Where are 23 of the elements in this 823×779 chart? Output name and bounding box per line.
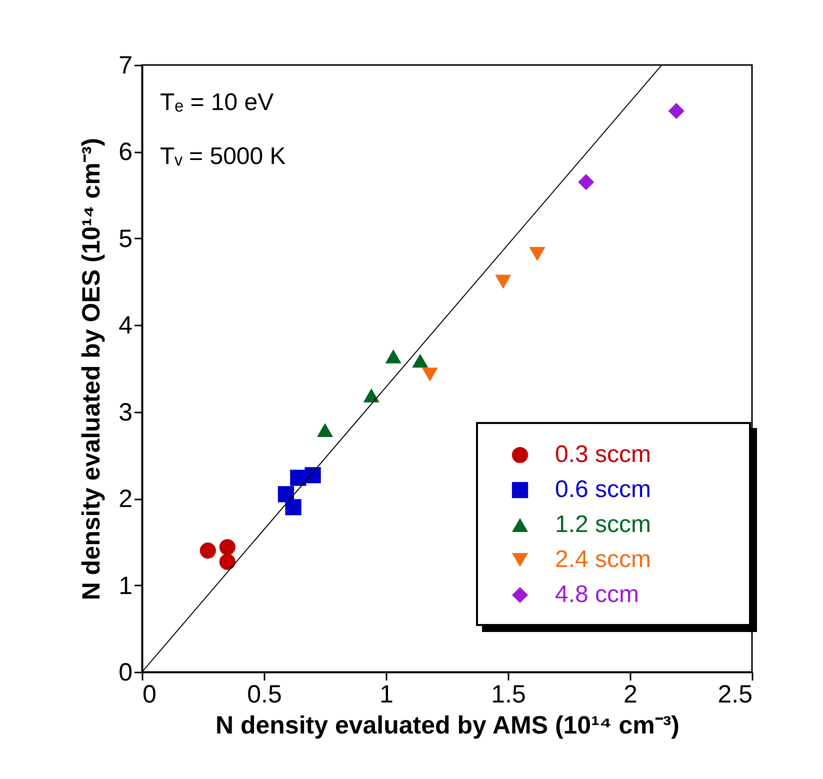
x-tick-label: 0: [142, 680, 156, 708]
x-tick-label: 2: [624, 680, 638, 708]
x-tick-label: 2.5: [718, 680, 752, 708]
legend-label: 1.2 sccm: [555, 511, 652, 538]
legend-label: 4.8 ccm: [555, 581, 640, 608]
legend-label: 0.6 sccm: [555, 476, 652, 503]
x-tick-label: 0.5: [247, 680, 282, 708]
legend-label: 2.4 sccm: [555, 546, 652, 573]
y-tick-label: 7: [118, 52, 132, 80]
y-axis-title: N density evaluated by OES (10¹⁴ cm⁻³): [78, 138, 106, 600]
x-tick-label: 1.5: [491, 680, 526, 708]
y-tick-label: 1: [118, 572, 132, 600]
y-tick-label: 2: [118, 485, 132, 514]
y-tick-label: 4: [118, 312, 133, 340]
annotation: Tₑ = 10 eV: [160, 89, 274, 116]
y-tick-label: 5: [118, 224, 132, 253]
legend-label: 0.3 sccm: [555, 441, 652, 468]
annotation: Tᵥ = 5000 K: [160, 143, 286, 170]
y-tick-label: 3: [118, 398, 132, 426]
y-tick-label: 6: [118, 138, 132, 166]
x-axis-title: N density evaluated by AMS (10¹⁴ cm⁻³): [216, 712, 680, 740]
y-tick-label: 0: [118, 658, 132, 686]
x-tick-label: 1: [380, 680, 394, 708]
